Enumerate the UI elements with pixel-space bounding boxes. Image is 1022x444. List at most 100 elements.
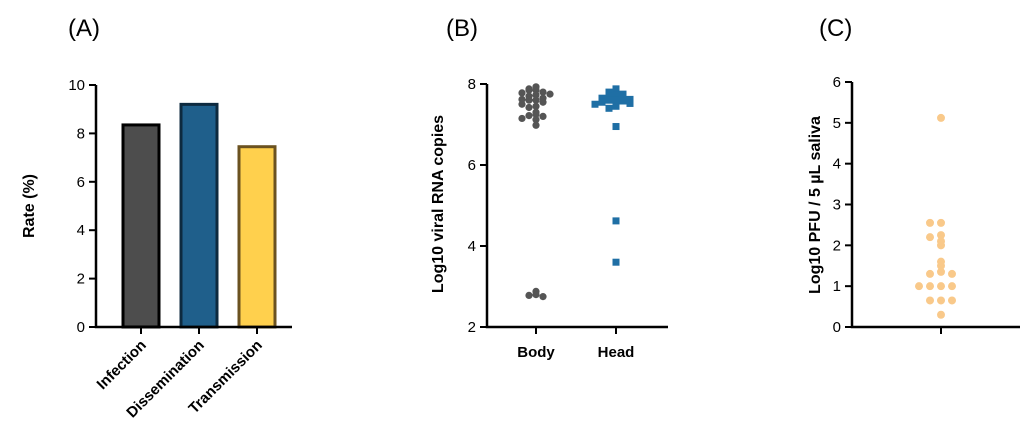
data-point-saliva (926, 269, 934, 278)
data-point-head (612, 102, 620, 110)
data-point-head (612, 87, 620, 95)
data-point-head (612, 91, 620, 99)
panel-a-y-ticks: 0 2 4 6 8 10 (68, 77, 96, 336)
panel-b-ylabel: Log10 viral RNA copies (430, 115, 447, 293)
y-tick-label: 6 (468, 157, 476, 174)
data-point-head (605, 92, 613, 100)
panel-b-categories: Body Head (517, 327, 634, 361)
data-point-saliva (937, 261, 945, 270)
data-point-body (518, 89, 526, 97)
data-point-body (525, 86, 533, 94)
panel-a-label: (A) (68, 15, 100, 42)
y-tick-label: 10 (68, 77, 85, 94)
data-point-head (612, 217, 620, 225)
panel-a: (A) Rate (%) 0 2 4 6 8 10 InfectionDisseminat… (21, 15, 292, 421)
y-tick-label: 8 (77, 125, 85, 142)
data-point-saliva (926, 296, 934, 305)
data-point-body (532, 121, 540, 129)
data-point-saliva (948, 269, 956, 278)
data-point-body (525, 96, 533, 104)
y-tick-label: 8 (468, 76, 476, 93)
panel-c-ylabel: Log10 PFU / 5 µL saliva (807, 116, 824, 294)
panel-c-label: (C) (819, 15, 852, 42)
data-point-saliva (915, 282, 923, 291)
data-point-body (539, 293, 547, 301)
y-tick-label: 3 (833, 197, 841, 214)
data-point-body (539, 88, 547, 96)
data-point-body (518, 114, 526, 123)
data-point-saliva (937, 296, 945, 305)
data-point-body (532, 291, 540, 299)
y-tick-label: 5 (833, 115, 841, 132)
y-tick-label: 4 (833, 156, 841, 173)
panel-a-axes (94, 85, 292, 329)
y-tick-label: 4 (468, 238, 476, 255)
data-point-head (591, 100, 599, 108)
y-tick-label: 0 (833, 319, 841, 336)
data-point-body (525, 111, 533, 120)
y-tick-label: 2 (468, 319, 476, 336)
data-point-body (518, 100, 526, 108)
data-point-head (612, 258, 620, 266)
data-point-saliva (926, 218, 934, 227)
data-point-saliva (937, 310, 945, 319)
panel-b: (B) Log10 viral RNA copies 2 4 6 8 Body Head (430, 15, 668, 361)
data-point-saliva (937, 218, 945, 227)
data-point-saliva (937, 113, 945, 122)
category-label: Body (517, 344, 555, 361)
y-tick-label: 1 (833, 278, 841, 295)
data-point-head (605, 88, 613, 96)
data-point-head (619, 97, 627, 105)
bar-transmission (237, 145, 277, 329)
data-point-head (605, 104, 613, 112)
panel-c-points (915, 113, 956, 319)
data-point-head (612, 123, 620, 131)
data-point-saliva (948, 282, 956, 291)
data-point-head (598, 94, 606, 102)
panel-a-ylabel: Rate (%) (21, 174, 38, 238)
data-point-saliva (926, 282, 934, 291)
data-point-head (626, 99, 634, 107)
data-point-saliva (926, 233, 934, 242)
data-point-body (532, 91, 540, 99)
y-tick-label: 6 (833, 74, 841, 91)
data-point-head (612, 96, 620, 104)
y-tick-label: 6 (77, 174, 85, 191)
y-tick-label: 2 (77, 271, 85, 288)
data-point-head (605, 96, 613, 104)
data-point-body (525, 291, 533, 300)
data-point-saliva (937, 282, 945, 291)
panel-c: (C) Log10 PFU / 5 µL saliva 0 1 2 3 4 5 6 (807, 15, 1020, 336)
panel-c-y-ticks: 0 1 2 3 4 5 6 (833, 74, 852, 336)
data-point-body (539, 98, 547, 106)
y-tick-label: 0 (77, 319, 85, 336)
panel-b-axes (485, 84, 668, 329)
bar-dissemination (179, 102, 219, 329)
data-point-body (532, 110, 540, 118)
category-label: Head (598, 344, 635, 361)
category-label: Infection (94, 337, 150, 393)
data-point-body (539, 112, 547, 120)
y-tick-label: 4 (77, 222, 85, 239)
panel-b-label: (B) (446, 15, 478, 42)
data-point-saliva (948, 296, 956, 305)
panel-b-points (518, 83, 634, 301)
data-point-body (546, 90, 554, 98)
data-point-body (532, 96, 540, 104)
bar-infection (121, 123, 161, 329)
data-point-head (598, 98, 606, 106)
data-point-saliva (937, 241, 945, 250)
data-point-head (619, 93, 627, 101)
data-point-body (525, 103, 533, 112)
data-point-body (532, 116, 540, 124)
panel-c-axes (850, 82, 1020, 329)
panel-b-y-ticks: 2 4 6 8 (468, 76, 487, 336)
y-tick-label: 2 (833, 237, 841, 254)
data-point-body (532, 102, 540, 110)
data-point-head (626, 95, 634, 103)
data-point-saliva (937, 231, 945, 240)
data-point-saliva (937, 267, 945, 276)
panel-a-bars (121, 102, 277, 329)
